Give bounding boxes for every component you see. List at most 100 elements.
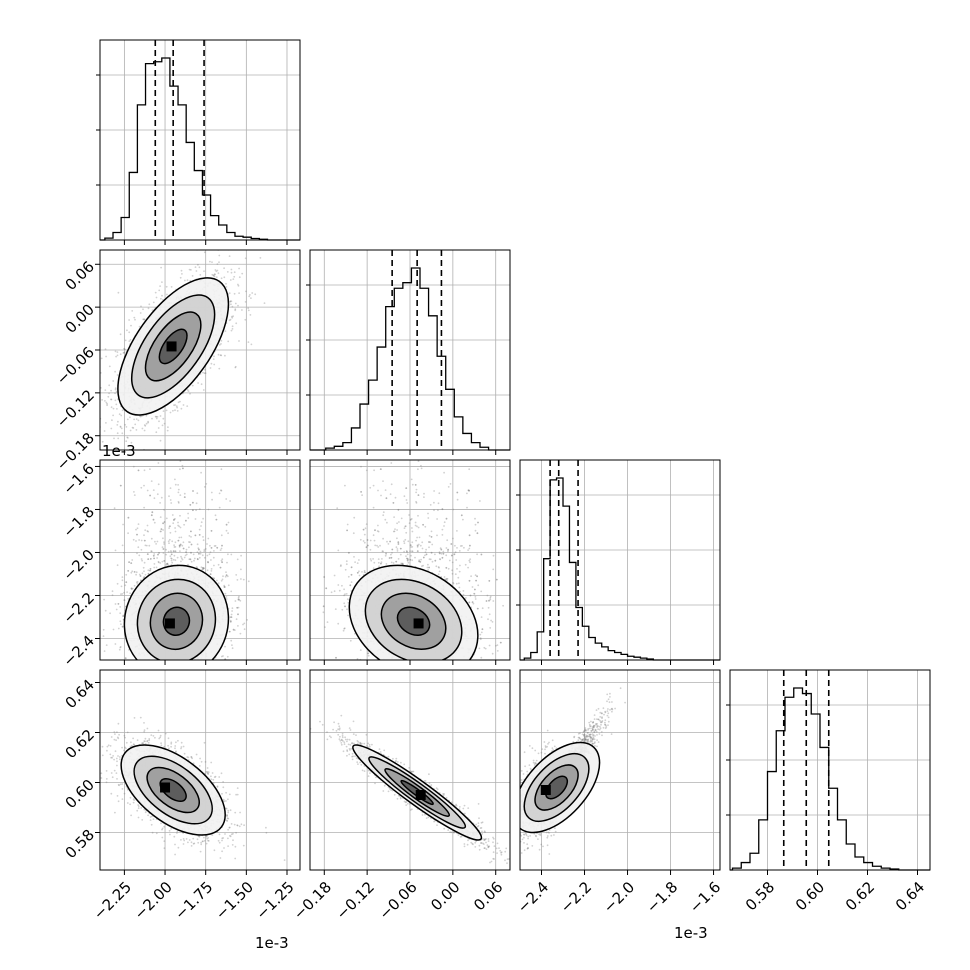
sample-point	[131, 570, 134, 573]
sample-point	[326, 621, 329, 623]
sample-point	[233, 629, 236, 631]
sample-point	[153, 497, 156, 500]
sample-point	[123, 591, 125, 594]
sample-point	[128, 319, 131, 321]
sample-point	[228, 319, 231, 322]
sample-point	[369, 539, 372, 542]
sample-point	[89, 375, 91, 377]
sample-point	[161, 546, 164, 549]
sample-point	[133, 571, 136, 573]
sample-point	[185, 519, 187, 522]
sample-point	[236, 606, 239, 609]
sample-point	[117, 603, 120, 605]
sample-point	[225, 529, 228, 532]
sample-point	[187, 512, 190, 515]
sample-point	[198, 548, 200, 551]
sample-point	[169, 499, 172, 501]
sample-point	[200, 471, 203, 474]
sample-point	[228, 630, 231, 633]
sample-point	[225, 574, 228, 577]
sample-point	[149, 569, 152, 572]
sample-point	[223, 586, 226, 588]
sample-point	[259, 257, 262, 259]
sample-point	[173, 518, 176, 521]
sample-point	[227, 521, 230, 524]
sample-point	[230, 616, 233, 618]
sample-point	[229, 620, 232, 623]
sample-point	[136, 581, 139, 583]
sample-point	[113, 437, 115, 440]
sample-point	[131, 310, 134, 312]
panels-layer	[89, 39, 931, 875]
sample-point	[234, 366, 237, 369]
sample-point	[178, 536, 181, 539]
sample-point	[231, 644, 233, 646]
sample-point	[133, 664, 135, 666]
sample-point	[194, 661, 196, 663]
sample-point	[180, 560, 182, 563]
sample-point	[198, 556, 201, 559]
sample-point	[174, 541, 177, 544]
sample-point	[136, 533, 138, 536]
sample-point	[119, 606, 122, 608]
sample-point	[217, 582, 220, 584]
sample-point	[247, 580, 250, 583]
sample-point	[120, 623, 122, 626]
sample-point	[116, 424, 119, 426]
sample-point	[220, 534, 223, 537]
sample-point	[147, 307, 150, 310]
sample-point	[149, 558, 152, 560]
density-layer	[89, 250, 266, 450]
sample-point	[167, 540, 170, 543]
sample-point	[231, 316, 234, 319]
sample-point	[177, 491, 180, 494]
sample-point	[137, 419, 140, 422]
sample-point	[241, 272, 244, 275]
sample-point	[233, 667, 235, 669]
sample-point	[182, 467, 184, 470]
sample-point	[141, 427, 144, 430]
sample-point	[214, 273, 216, 276]
sample-point	[240, 578, 242, 580]
sample-point	[220, 489, 222, 492]
sample-point	[220, 655, 223, 658]
sample-point	[142, 308, 144, 311]
sample-point	[103, 598, 105, 601]
sample-point	[230, 553, 233, 556]
sample-point	[226, 271, 229, 273]
sample-point	[117, 627, 120, 630]
sample-point	[215, 518, 218, 521]
sample-point	[210, 547, 213, 549]
sample-point	[146, 530, 149, 532]
sample-point	[235, 574, 238, 576]
sample-point	[169, 555, 172, 557]
sample-point	[174, 404, 177, 406]
sample-point	[143, 534, 145, 537]
sample-point	[116, 582, 119, 585]
sample-point	[207, 560, 209, 563]
sample-point	[241, 309, 243, 311]
sample-point	[169, 525, 172, 528]
sample-point	[234, 600, 237, 602]
sample-point	[159, 285, 162, 287]
sample-point	[114, 603, 117, 605]
sample-point	[124, 339, 127, 342]
sample-point	[183, 496, 186, 498]
sample-point	[125, 440, 128, 443]
sample-point	[160, 496, 163, 499]
sample-point	[130, 562, 133, 564]
sample-point	[237, 625, 239, 627]
sample-point	[229, 318, 232, 321]
sample-point	[179, 494, 182, 496]
sample-point	[126, 436, 129, 439]
sample-point	[196, 558, 199, 560]
sample-point	[179, 514, 181, 517]
sample-point	[167, 426, 169, 429]
sample-point	[220, 665, 222, 667]
sample-point	[237, 613, 239, 616]
sample-point	[165, 517, 168, 520]
panel-frame	[519, 459, 721, 661]
sample-point	[135, 571, 138, 574]
sample-point	[127, 437, 129, 439]
sample-point	[143, 576, 146, 578]
